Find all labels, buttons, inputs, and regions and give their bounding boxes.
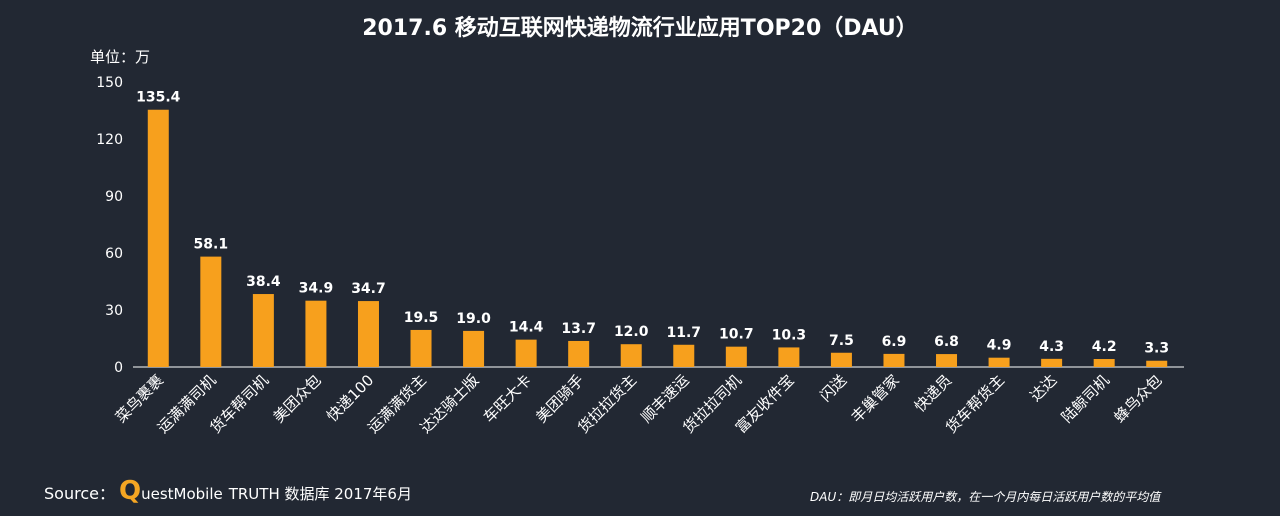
unit-label: 单位：万 — [90, 48, 151, 66]
bar — [1041, 358, 1063, 367]
category-label: 快递员 — [911, 371, 956, 416]
value-label: 34.7 — [351, 281, 386, 297]
value-label: 3.3 — [1144, 341, 1169, 357]
bar — [200, 256, 222, 367]
bar — [515, 339, 537, 367]
bar — [883, 353, 905, 367]
y-tick-label: 120 — [96, 132, 123, 148]
value-label: 6.8 — [934, 334, 959, 350]
bar — [936, 354, 958, 367]
value-label: 10.3 — [772, 327, 807, 343]
value-label: 11.7 — [667, 325, 702, 341]
bar — [673, 344, 695, 367]
category-label: 丰巢管家 — [848, 371, 903, 426]
bar — [410, 329, 432, 367]
value-label: 10.7 — [719, 327, 754, 343]
value-label: 14.4 — [509, 320, 544, 336]
value-label: 38.4 — [246, 274, 281, 290]
value-label: 4.3 — [1039, 339, 1064, 355]
value-label: 58.1 — [194, 237, 229, 253]
logo-rest: uestMobile — [141, 485, 223, 503]
category-label: 车旺大卡 — [480, 371, 535, 426]
value-label: 4.2 — [1092, 339, 1117, 355]
logo-q: Q — [118, 476, 142, 506]
category-label: 闪送 — [816, 371, 850, 405]
chart-title: 2017.6 移动互联网快递物流行业应用TOP20（DAU） — [362, 16, 918, 41]
bar — [357, 301, 379, 367]
bar — [988, 357, 1010, 367]
bar — [830, 352, 852, 367]
y-tick-label: 30 — [105, 303, 123, 319]
bar — [1146, 360, 1168, 367]
bar — [147, 109, 169, 368]
bar — [252, 294, 274, 367]
category-label: 快递100 — [323, 371, 377, 425]
y-tick-label: 60 — [105, 246, 123, 262]
value-label: 12.0 — [614, 324, 649, 340]
category-label: 达达 — [1027, 371, 1061, 405]
value-label: 4.9 — [987, 338, 1012, 354]
footer-note: DAU：即月日均活跃用户数，在一个月内每日活跃用户数的平均值 — [810, 490, 1161, 504]
category-label: 蜂鸟众包 — [1110, 371, 1165, 426]
value-label: 6.9 — [882, 334, 907, 350]
bar — [778, 347, 800, 367]
bar — [463, 330, 485, 367]
value-label: 13.7 — [561, 321, 596, 337]
value-label: 34.9 — [299, 281, 334, 297]
value-label: 135.4 — [136, 90, 181, 106]
source-prefix: Source： — [44, 484, 115, 503]
bar — [1093, 359, 1115, 367]
bar — [568, 340, 590, 367]
category-label: 陆鲸司机 — [1058, 371, 1113, 426]
value-label: 19.0 — [456, 311, 491, 327]
value-label: 19.5 — [404, 310, 439, 326]
y-tick-label: 90 — [105, 189, 123, 205]
y-tick-label: 0 — [114, 360, 123, 376]
bar — [305, 300, 327, 367]
y-tick-label: 150 — [96, 75, 123, 91]
value-label: 7.5 — [829, 333, 854, 349]
bar — [620, 344, 642, 367]
bar — [725, 346, 747, 367]
category-label: 美团众包 — [270, 371, 325, 426]
source-suffix: TRUTH 数据库 2017年6月 — [228, 485, 412, 503]
